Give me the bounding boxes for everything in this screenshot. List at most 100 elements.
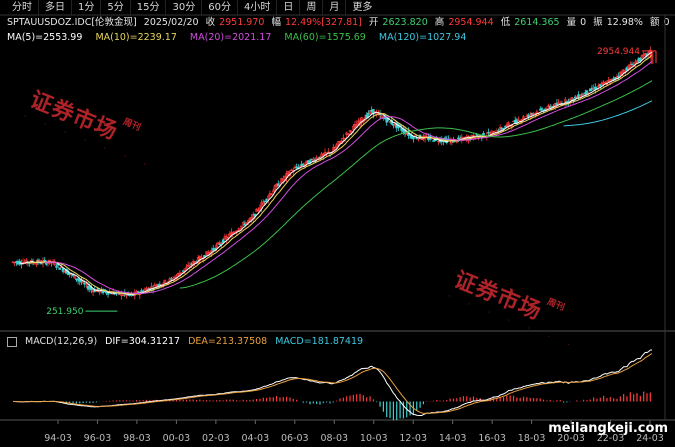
candle-body — [640, 55, 644, 59]
ma120-line — [563, 100, 653, 127]
xaxis-label: 94-03 — [44, 433, 72, 444]
tab-10[interactable]: 月 — [323, 0, 347, 15]
amplitude-value: 12.98% — [606, 17, 643, 28]
ma-legend: MA(5)=2553.99 MA(10)=2239.17 MA(20)=2021… — [7, 32, 476, 44]
tab-1[interactable]: 多日 — [39, 0, 72, 15]
ma5-line — [19, 51, 653, 296]
candle-body — [43, 259, 46, 262]
tab-4[interactable]: 15分 — [131, 0, 167, 15]
candle-body — [261, 201, 265, 205]
candle-body — [185, 266, 188, 270]
candle-body — [55, 266, 58, 268]
candle-body — [215, 244, 218, 248]
xaxis-label: 10-03 — [360, 433, 388, 444]
candle-body — [173, 276, 177, 279]
candle-body — [585, 90, 589, 95]
quote-bar: SPTAUUSDOZ.IDC[伦敦金现] 2025/02/20 收 2951.97… — [7, 17, 674, 29]
candle-body — [492, 130, 495, 133]
ma20-line — [44, 61, 653, 295]
candle-body — [221, 239, 225, 243]
candle-body — [642, 54, 645, 57]
quote-date: 2025/02/20 — [143, 17, 199, 28]
macd-value: MACD=181.87419 — [275, 336, 364, 347]
low-marker-label: 251.950 — [46, 307, 83, 317]
xaxis-label: 96-03 — [84, 433, 112, 444]
ma10-line — [27, 54, 653, 295]
candle-body — [590, 87, 594, 90]
candle-body — [18, 261, 21, 265]
candle-body — [348, 130, 352, 132]
candle-body — [457, 137, 460, 140]
xaxis-label: 22-03 — [597, 433, 625, 444]
tab-11[interactable]: 更多 — [352, 2, 373, 13]
candle-body — [181, 270, 185, 272]
xaxis-label: 06-03 — [281, 433, 309, 444]
volume-value: 0 — [580, 17, 587, 28]
candle-body — [598, 84, 602, 87]
xaxis-label: 08-03 — [320, 433, 348, 444]
candle-body — [263, 200, 267, 203]
candle-body — [240, 225, 243, 229]
candle-body — [420, 138, 424, 141]
candle-body — [153, 284, 157, 286]
candle-body — [288, 172, 292, 177]
tab-2[interactable]: 1分 — [72, 0, 102, 15]
candle-body — [271, 190, 275, 193]
candle-body — [548, 106, 552, 109]
candle-body — [250, 217, 253, 220]
candle-body — [253, 213, 257, 217]
candle-body — [357, 120, 360, 125]
high-label: 高 — [434, 17, 445, 28]
tab-0[interactable]: 分时 — [6, 0, 39, 15]
close-value: 2951.970 — [219, 17, 265, 28]
candle-body — [88, 286, 92, 290]
ma5-label: MA(5)=2553.99 — [7, 32, 83, 43]
tab-9[interactable]: 周 — [300, 0, 324, 15]
macd-toggle-box[interactable] — [7, 337, 17, 347]
ma60-label: MA(60)=1575.69 — [284, 32, 366, 43]
close-label: 收 — [205, 17, 216, 28]
candle-body — [353, 123, 357, 127]
low-value: 2614.365 — [514, 17, 560, 28]
candle-body — [415, 137, 419, 139]
xaxis-label: 02-03 — [202, 433, 230, 444]
high-value: 2954.944 — [448, 17, 494, 28]
change-label: 幅 — [271, 17, 281, 28]
amplitude-label: 振 — [593, 17, 603, 28]
candle-body — [85, 283, 88, 285]
candle-body — [190, 263, 193, 265]
candle-body — [517, 119, 520, 122]
candle-body — [121, 294, 125, 297]
candle-body — [352, 125, 355, 130]
xaxis-label: 16-03 — [478, 433, 506, 444]
tab-3[interactable]: 5分 — [101, 0, 131, 15]
candle-body — [176, 273, 180, 275]
tab-5[interactable]: 30分 — [166, 0, 203, 15]
macd-dea-line — [13, 353, 653, 414]
candle-body — [140, 290, 143, 292]
ma20-label: MA(20)=2021.17 — [189, 32, 272, 43]
macd-dea: DEA=213.37508 — [188, 336, 268, 347]
change-value: 12.49%[327.81] — [284, 17, 362, 28]
ma120-label: MA(120)=1027.94 — [378, 32, 467, 43]
tab-8[interactable]: 日 — [277, 0, 301, 15]
candle-body — [246, 220, 250, 222]
candle-body — [360, 117, 363, 124]
candle-body — [241, 222, 245, 225]
candle-body — [255, 208, 258, 212]
candle-body — [455, 141, 459, 143]
candle-body — [145, 288, 148, 290]
tab-7[interactable]: 4小时 — [238, 0, 278, 15]
tab-6[interactable]: 60分 — [202, 0, 238, 15]
candle-body — [582, 93, 585, 96]
candle-body — [487, 132, 490, 134]
candle-body — [61, 268, 65, 272]
open-label: 开 — [368, 17, 379, 28]
candle-body — [392, 123, 395, 126]
candle-body — [532, 113, 535, 115]
xaxis-label: 00-03 — [163, 433, 191, 444]
candle-body — [310, 158, 313, 161]
candle-body — [266, 196, 270, 200]
candle-body — [90, 288, 93, 291]
